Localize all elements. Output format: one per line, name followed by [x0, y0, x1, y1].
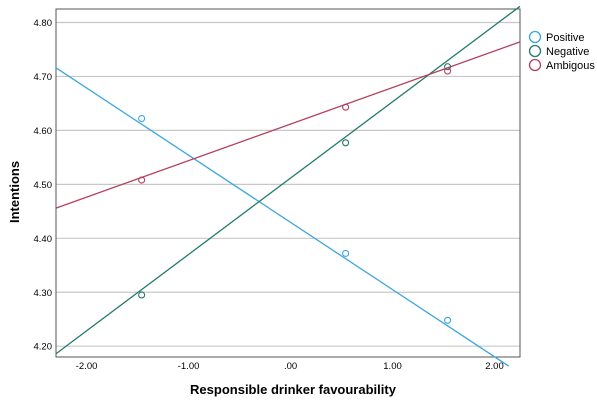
legend-marker-negative — [528, 44, 542, 58]
plot-frame — [55, 8, 521, 358]
x-tick-label: -1.00 — [178, 361, 200, 372]
x-tick-label: 1.00 — [383, 361, 402, 372]
plot-area-border — [55, 8, 521, 358]
legend-label-ambigous: Ambigous — [546, 60, 595, 72]
fit-lines — [55, 5, 521, 367]
y-tick-label: 4.20 — [34, 342, 53, 353]
y-tick-label: 4.40 — [34, 234, 53, 245]
fit-line-ambigous — [55, 41, 521, 209]
y-tick-label: 4.60 — [34, 126, 53, 137]
legend: Positive Negative Ambigous — [528, 30, 595, 72]
data-point-ambigous — [342, 103, 350, 111]
y-tick-labels: 4.20 4.30 4.40 4.50 4.60 4.70 4.80 — [34, 18, 53, 353]
x-tick-label: .00 — [284, 361, 297, 372]
data-point-ambigous — [444, 67, 452, 75]
y-tick-label: 4.50 — [34, 180, 53, 191]
data-point-negative — [138, 291, 146, 299]
data-point-ambigous — [138, 176, 146, 184]
y-tick-label: 4.30 — [34, 288, 53, 299]
x-tick-labels: -2.00 -1.00 .00 1.00 2.00 — [76, 361, 504, 372]
fit-line-positive — [55, 67, 510, 367]
data-point-positive — [342, 249, 350, 257]
data-point-positive — [138, 114, 146, 123]
data-points — [138, 63, 452, 324]
y-tick-label: 4.70 — [34, 72, 53, 83]
x-tick-label: 2.00 — [485, 361, 504, 372]
data-point-negative — [342, 139, 350, 147]
legend-label-positive: Positive — [546, 32, 585, 44]
data-point-negative — [444, 63, 452, 71]
fit-line-negative — [55, 5, 521, 355]
gridlines — [56, 21, 520, 347]
x-tick-label: -2.00 — [76, 361, 98, 372]
y-tick-label: 4.80 — [34, 18, 53, 29]
legend-label-negative: Negative — [546, 46, 589, 58]
legend-marker-ambigous — [528, 58, 542, 72]
y-axis-title: Intentions — [7, 161, 22, 223]
data-point-positive — [444, 316, 452, 324]
legend-marker-positive — [528, 30, 542, 44]
x-axis-title: Responsible drinker favourability — [190, 382, 397, 397]
